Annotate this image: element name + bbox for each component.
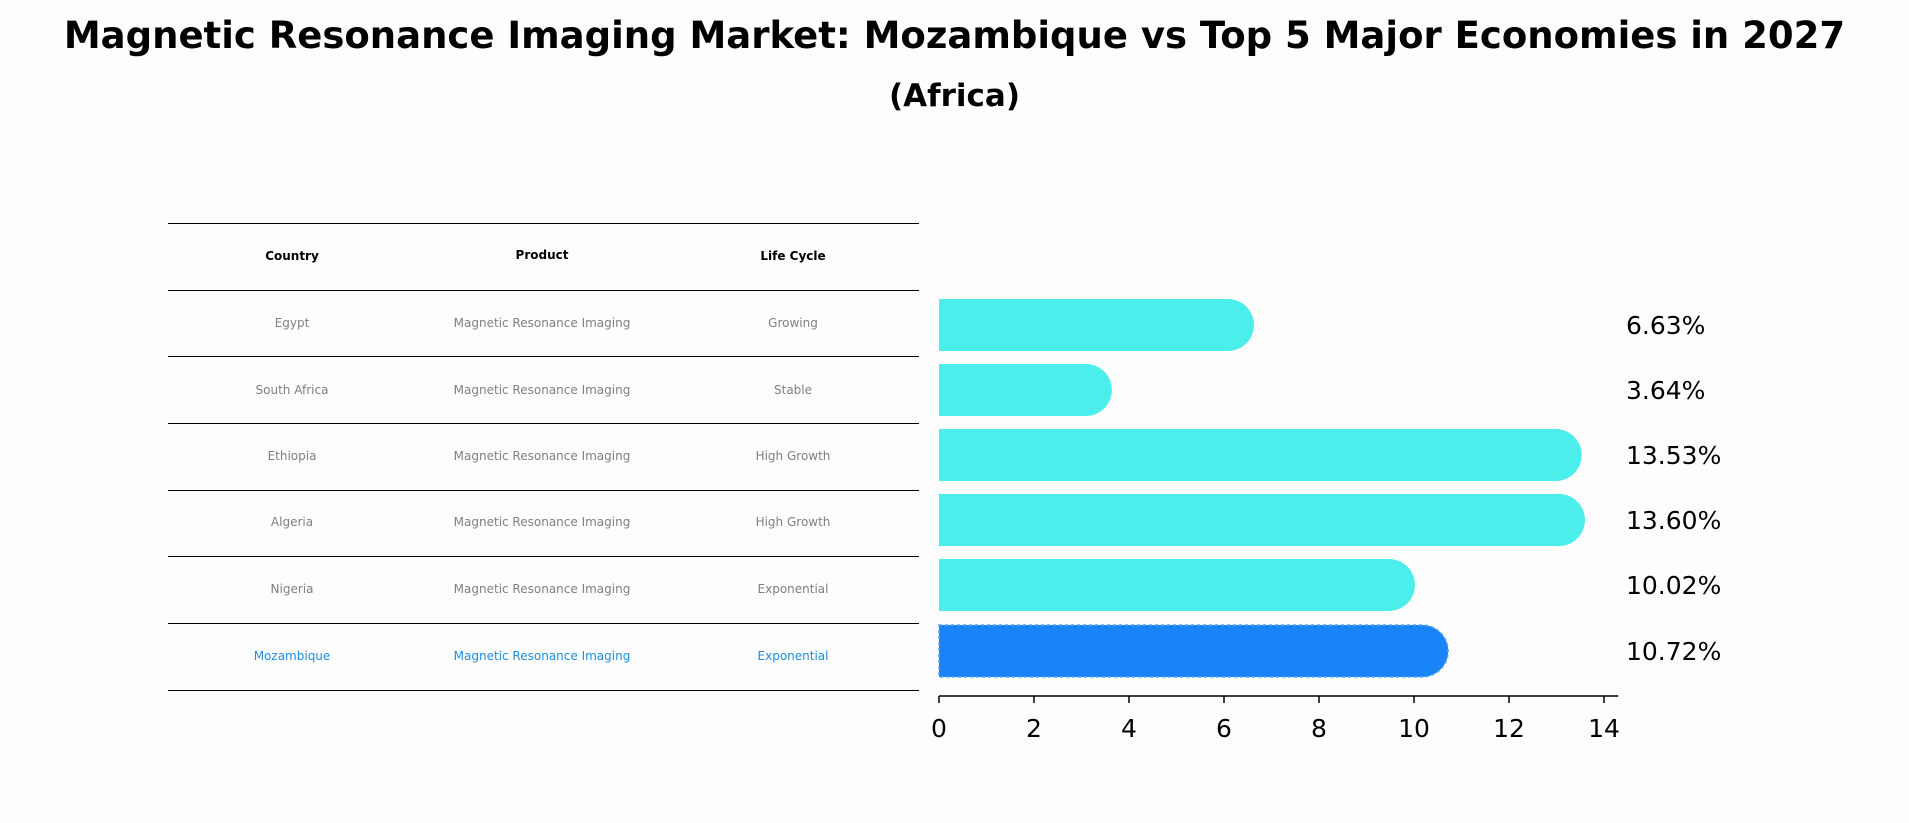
cell-life-cycle: Stable xyxy=(773,383,813,397)
bar-value-label: 13.60% xyxy=(1626,506,1721,535)
table-rule xyxy=(168,290,919,291)
chart-subtitle: (Africa) xyxy=(888,78,1021,114)
cell-country: Algeria xyxy=(270,515,314,529)
x-tick-label: 12 xyxy=(1493,714,1525,743)
cell-product: Magnetic Resonance Imaging xyxy=(453,515,631,529)
x-tick-label: 10 xyxy=(1398,714,1430,743)
cell-country: South Africa xyxy=(255,383,329,397)
table-rule xyxy=(168,223,919,224)
bar-highlight xyxy=(938,624,1449,678)
bar xyxy=(939,494,1585,546)
bar-value-label: 6.63% xyxy=(1626,311,1705,340)
cell-life-cycle-highlight: Exponential xyxy=(757,649,829,663)
cell-product-highlight: Magnetic Resonance Imaging xyxy=(453,649,631,663)
x-tick-label: 6 xyxy=(1216,714,1232,743)
bar xyxy=(939,429,1582,481)
cell-life-cycle: High Growth xyxy=(755,449,831,463)
cell-product: Magnetic Resonance Imaging xyxy=(453,383,631,397)
cell-product: Magnetic Resonance Imaging xyxy=(453,449,631,463)
bar-value-label: 3.64% xyxy=(1626,376,1705,405)
bar xyxy=(939,559,1415,611)
table-rule xyxy=(168,690,919,691)
table-rule xyxy=(168,623,919,624)
cell-life-cycle: Exponential xyxy=(757,582,829,596)
cell-life-cycle: High Growth xyxy=(755,515,831,529)
cell-country: Nigeria xyxy=(270,582,314,596)
cell-country: Egypt xyxy=(274,316,310,330)
bar-value-label: 10.02% xyxy=(1626,571,1721,600)
bar-value-label: 13.53% xyxy=(1626,441,1721,470)
bar xyxy=(939,299,1254,351)
table-rule xyxy=(168,556,919,557)
header-life-cycle: Life Cycle xyxy=(760,249,826,263)
cell-product: Magnetic Resonance Imaging xyxy=(453,582,631,596)
x-tick-label: 4 xyxy=(1121,714,1137,743)
table-rule xyxy=(168,490,919,491)
cell-country: Ethiopia xyxy=(267,449,317,463)
bar-value-label: 10.72% xyxy=(1626,637,1721,666)
bar xyxy=(939,364,1112,416)
cell-country-highlight: Mozambique xyxy=(253,649,331,663)
header-country: Country xyxy=(265,249,319,263)
x-tick-label: 8 xyxy=(1311,714,1327,743)
table-rule xyxy=(168,356,919,357)
cell-life-cycle: Growing xyxy=(768,316,818,330)
x-tick-label: 2 xyxy=(1026,714,1042,743)
cell-product: Magnetic Resonance Imaging xyxy=(453,316,631,330)
x-tick-label: 0 xyxy=(931,714,947,743)
header-product: Product xyxy=(515,248,569,262)
table-rule xyxy=(168,423,919,424)
x-tick-label: 14 xyxy=(1588,714,1620,743)
chart-title: Magnetic Resonance Imaging Market: Mozam… xyxy=(63,14,1846,57)
